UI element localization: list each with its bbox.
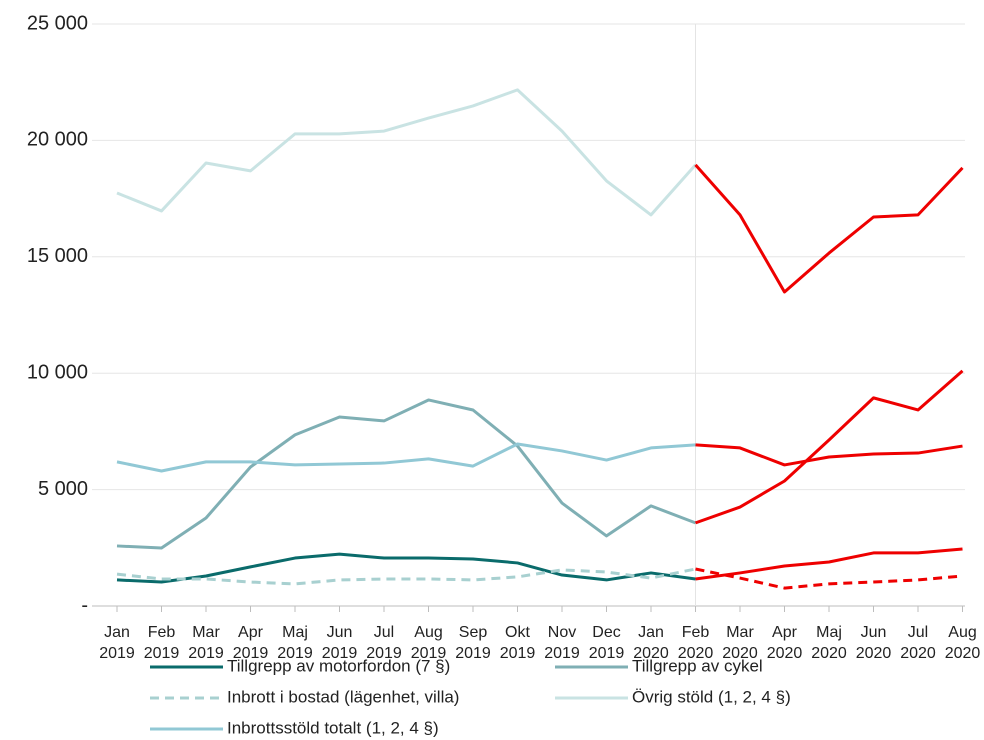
x-tick-label: Feb	[148, 624, 176, 641]
x-tick-label: 2020	[678, 645, 714, 662]
legend-label: Tillgrepp av cykel	[632, 656, 763, 675]
y-tick-label: 25 000	[27, 12, 88, 34]
x-tick-label: Sep	[459, 624, 488, 641]
series-line	[695, 547, 963, 581]
x-tick-label: Aug	[948, 624, 976, 641]
x-tick-label: Jul	[908, 624, 928, 641]
series-line	[116, 552, 696, 584]
x-tick-label: 2019	[144, 645, 180, 662]
x-tick-label: Apr	[772, 624, 798, 641]
series-line	[695, 443, 963, 467]
x-tick-label: 2019	[322, 645, 358, 662]
x-tick-label: Aug	[414, 624, 442, 641]
x-tick-label: Maj	[282, 624, 308, 641]
x-tick-label: 2019	[589, 645, 625, 662]
x-tick-label: Jul	[374, 624, 394, 641]
x-tick-label: Feb	[682, 624, 710, 641]
y-tick-label: 15 000	[27, 245, 88, 267]
series-line	[116, 567, 696, 586]
x-tick-label: Maj	[816, 624, 842, 641]
y-tick-label: 10 000	[27, 361, 88, 383]
legend-label: Inbrott i bostad (lägenhet, villa)	[227, 687, 459, 706]
y-tick-label: -	[81, 594, 88, 616]
x-tick-label: 2020	[811, 645, 847, 662]
x-tick-label: Jun	[861, 624, 887, 641]
x-tick-label: Dec	[592, 624, 620, 641]
x-tick-label: Mar	[192, 624, 220, 641]
y-tick-label: 5 000	[38, 478, 88, 500]
x-tick-label: 2020	[633, 645, 669, 662]
series-line	[116, 398, 697, 550]
x-tick-label: 2019	[277, 645, 313, 662]
x-tick-label: 2020	[945, 645, 981, 662]
legend-label: Inbrottsstöld totalt (1, 2, 4 §)	[227, 718, 439, 737]
series-line	[116, 442, 696, 473]
legend-label: Tillgrepp av motorfordon (7 §)	[227, 656, 450, 675]
x-tick-label: Apr	[238, 624, 264, 641]
legend-label: Övrig stöld (1, 2, 4 §)	[632, 687, 791, 706]
x-tick-label: 2019	[455, 645, 491, 662]
x-tick-label: 2019	[233, 645, 269, 662]
x-tick-label: Jan	[638, 624, 664, 641]
x-tick-label: 2019	[500, 645, 536, 662]
x-tick-label: 2020	[900, 645, 936, 662]
series-line	[694, 369, 964, 525]
x-tick-label: 2020	[856, 645, 892, 662]
series-line	[116, 88, 697, 217]
x-tick-label: 2020	[767, 645, 803, 662]
x-tick-label: Nov	[548, 624, 576, 641]
x-tick-label: Jun	[327, 624, 353, 641]
x-tick-label: Okt	[505, 624, 530, 641]
series-line	[695, 567, 963, 590]
x-tick-label: 2019	[99, 645, 135, 662]
x-tick-label: 2019	[411, 645, 447, 662]
x-tick-label: Jan	[104, 624, 130, 641]
x-tick-label: 2019	[544, 645, 580, 662]
y-tick-label: 20 000	[27, 129, 88, 151]
x-tick-label: 2019	[366, 645, 402, 662]
x-tick-label: 2020	[722, 645, 758, 662]
x-tick-label: Mar	[726, 624, 754, 641]
series-line	[694, 163, 964, 294]
x-tick-label: 2019	[188, 645, 224, 662]
